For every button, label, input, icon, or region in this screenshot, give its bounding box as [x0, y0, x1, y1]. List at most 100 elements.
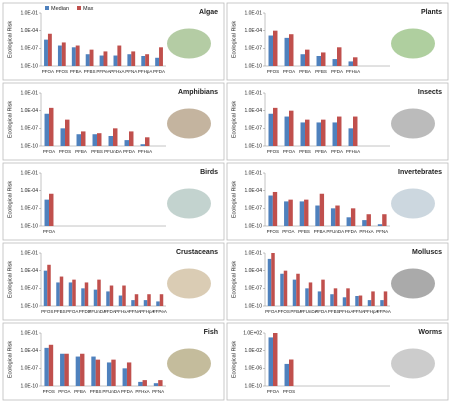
bar: [131, 51, 136, 66]
legend-swatch: [45, 6, 49, 10]
bar: [337, 47, 342, 66]
y-tick-label: 1.0E-01: [20, 330, 38, 336]
bar: [64, 353, 69, 386]
y-tick-label: 1.0E-07: [244, 126, 262, 132]
y-axis-label: Ecological Risk: [7, 21, 13, 59]
panel: Plants Ecological Risk 1.0E-10 1.0E-07 1.0E-…: [226, 2, 449, 81]
y-axis-label: Ecological Risk: [7, 341, 13, 379]
x-tick-label: PFUnDA: [104, 149, 122, 154]
bar: [371, 291, 375, 306]
panel-title: Birds: [200, 169, 218, 176]
panel-photo: [391, 348, 435, 379]
bar: [89, 49, 94, 66]
x-tick-label: PFHpA: [364, 309, 379, 314]
x-tick-label: PFOS: [267, 229, 279, 234]
bar: [158, 380, 163, 386]
x-tick-label: PFOS: [267, 69, 279, 74]
y-tick-label: 1.0E-10: [244, 223, 262, 229]
bar: [284, 116, 289, 146]
bar: [108, 135, 113, 146]
bar: [315, 205, 320, 226]
x-tick-label: PFOS: [59, 149, 71, 154]
x-tick-label: PFHxA: [138, 149, 152, 154]
x-tick-label: PFOA: [283, 69, 295, 74]
y-tick-label: 1.0E-07: [20, 126, 38, 132]
y-tick-label: 1.0E-10: [244, 143, 262, 149]
bar: [155, 57, 160, 66]
bar: [333, 288, 338, 306]
bar: [153, 383, 159, 386]
x-tick-label: PFBS: [328, 309, 340, 314]
bar: [299, 201, 305, 226]
bar: [300, 54, 305, 66]
x-tick-label: PFUnDA: [326, 229, 344, 234]
bar: [159, 47, 163, 66]
panel: Algae Ecological Risk 1.0E-10 1.0E-07 1.0E-0…: [2, 2, 225, 81]
y-tick-label: 1.0E-07: [244, 286, 262, 292]
y-tick-label: 1.0E-01: [20, 90, 38, 96]
y-tick-label: 1.0E-01: [20, 250, 38, 256]
x-tick-label: PFNA: [152, 389, 164, 394]
bar: [305, 288, 309, 306]
x-tick-label: PFOA: [66, 309, 78, 314]
y-axis-label: Ecological Risk: [231, 261, 237, 299]
bar: [268, 337, 273, 386]
bar: [346, 288, 350, 306]
x-tick-label: PFOA: [267, 389, 279, 394]
bar: [280, 273, 284, 306]
panel: Amphibians Ecological Risk 1.0E-10 1.0E-07 1…: [2, 82, 225, 161]
bar: [304, 199, 309, 226]
bar: [353, 116, 358, 146]
x-tick-label: PFDA: [331, 69, 343, 74]
bar: [141, 55, 146, 66]
bar: [68, 282, 73, 306]
bar: [106, 362, 112, 386]
bar: [72, 279, 76, 306]
bar: [332, 59, 337, 66]
x-tick-label: PFPeA: [153, 309, 167, 314]
y-tick-label: 1.0E-01: [244, 90, 262, 96]
x-tick-label: PFDA: [345, 229, 357, 234]
bar: [44, 199, 49, 226]
y-axis-label: Ecological Risk: [231, 341, 237, 379]
bar: [84, 282, 89, 306]
bar: [380, 300, 384, 306]
y-tick-label: 1.0E-07: [244, 206, 262, 212]
bar: [271, 253, 275, 306]
bar: [103, 51, 108, 66]
bar: [284, 37, 289, 66]
bar: [60, 353, 65, 386]
y-axis-label: Ecological Risk: [7, 181, 13, 219]
bar: [44, 39, 48, 66]
bar: [321, 52, 326, 66]
bar: [289, 359, 294, 386]
x-tick-label: PFOA: [282, 229, 294, 234]
bar: [56, 282, 60, 306]
bar: [156, 301, 160, 306]
bar: [97, 279, 101, 306]
y-axis-label: Ecological Risk: [7, 261, 13, 299]
x-tick-label: PFDA: [123, 149, 135, 154]
bar: [284, 201, 289, 226]
x-tick-label: PFHpA: [140, 309, 155, 314]
y-tick-label: 1.0E-02: [244, 348, 262, 354]
bar: [43, 270, 48, 306]
x-tick-label: PFHxA: [339, 309, 353, 314]
bar: [382, 214, 387, 226]
x-tick-label: PFHxA: [135, 389, 149, 394]
bar: [145, 137, 150, 146]
x-tick-label: PFBA: [315, 149, 327, 154]
x-tick-label: PFHxA: [346, 149, 360, 154]
bar: [308, 282, 313, 306]
x-tick-label: PFPeA: [377, 309, 391, 314]
x-tick-label: PFBA: [314, 229, 326, 234]
x-tick-label: PFBS: [315, 69, 327, 74]
bar: [140, 144, 145, 146]
bar: [49, 193, 54, 226]
y-axis-label: Ecological Risk: [7, 101, 13, 139]
bar: [138, 381, 143, 386]
panel-title: Invertebrates: [398, 169, 442, 176]
x-tick-label: PFDA: [153, 69, 165, 74]
y-tick-label: 1.0E+02: [243, 330, 262, 336]
